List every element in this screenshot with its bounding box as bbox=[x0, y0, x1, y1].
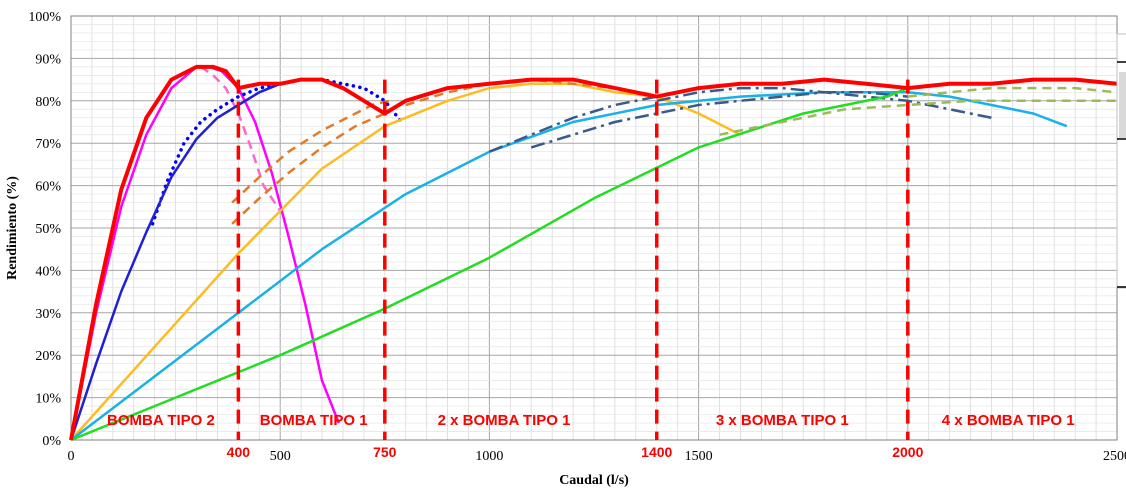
series-line-13 bbox=[70, 86, 909, 442]
y-tick-label: 90% bbox=[35, 52, 61, 67]
region-label-2: BOMBA TIPO 1 bbox=[260, 412, 368, 429]
series-line-10 bbox=[488, 95, 658, 153]
y-tick-label: 60% bbox=[35, 180, 61, 195]
series-line-4 bbox=[69, 78, 302, 441]
y-tick-label: 20% bbox=[35, 349, 61, 364]
vertical-markers: 400 750 1400 2000 BOMBA TIPO 2 BOMBA TIPO 1 2 … bbox=[107, 79, 1075, 460]
y-tick-label: 100% bbox=[28, 10, 61, 25]
series-line-14 bbox=[719, 99, 1117, 136]
series-line-15 bbox=[907, 86, 1118, 98]
marker-label-2000: 2000 bbox=[892, 444, 923, 460]
x-tick-label: 0 bbox=[68, 449, 75, 464]
marker-label-750: 750 bbox=[373, 444, 397, 460]
marker-label-400: 400 bbox=[227, 444, 251, 460]
marker-label-1400: 1400 bbox=[641, 444, 672, 460]
x-tick-label: 1500 bbox=[685, 449, 713, 464]
region-label-1: BOMBA TIPO 2 bbox=[107, 412, 215, 429]
x-tick-label: 2500 bbox=[1103, 449, 1126, 464]
x-tick-label: 500 bbox=[270, 449, 291, 464]
axis-ticks: 0% 10% 20% 30% 40% 50% 60% 70% 80% 90% 100% 0 500 100… bbox=[28, 10, 1126, 464]
series-line-16 bbox=[69, 64, 1118, 441]
region-label-5: 4 x BOMBA TIPO 1 bbox=[942, 412, 1075, 429]
series-line-3 bbox=[150, 77, 404, 226]
legend-fragment bbox=[1116, 33, 1126, 289]
y-tick-label: 30% bbox=[35, 307, 61, 322]
y-tick-label: 80% bbox=[35, 95, 61, 110]
x-tick-label: 1000 bbox=[475, 449, 503, 464]
series-line-6 bbox=[231, 112, 386, 225]
y-tick-label: 40% bbox=[35, 264, 61, 279]
y-axis-title: Rendimiento (%) bbox=[5, 176, 20, 280]
y-tick-label: 0% bbox=[42, 434, 61, 449]
region-label-3: 2 x BOMBA TIPO 1 bbox=[438, 412, 571, 429]
series-layer bbox=[69, 64, 1118, 442]
y-tick-label: 10% bbox=[35, 392, 61, 407]
series-line-12 bbox=[656, 86, 992, 120]
y-tick-label: 70% bbox=[35, 137, 61, 152]
y-tick-label: 50% bbox=[35, 222, 61, 237]
series-line-11 bbox=[530, 91, 908, 149]
x-axis-title: Caudal (l/s) bbox=[559, 473, 629, 488]
region-label-4: 3 x BOMBA TIPO 1 bbox=[716, 412, 849, 429]
